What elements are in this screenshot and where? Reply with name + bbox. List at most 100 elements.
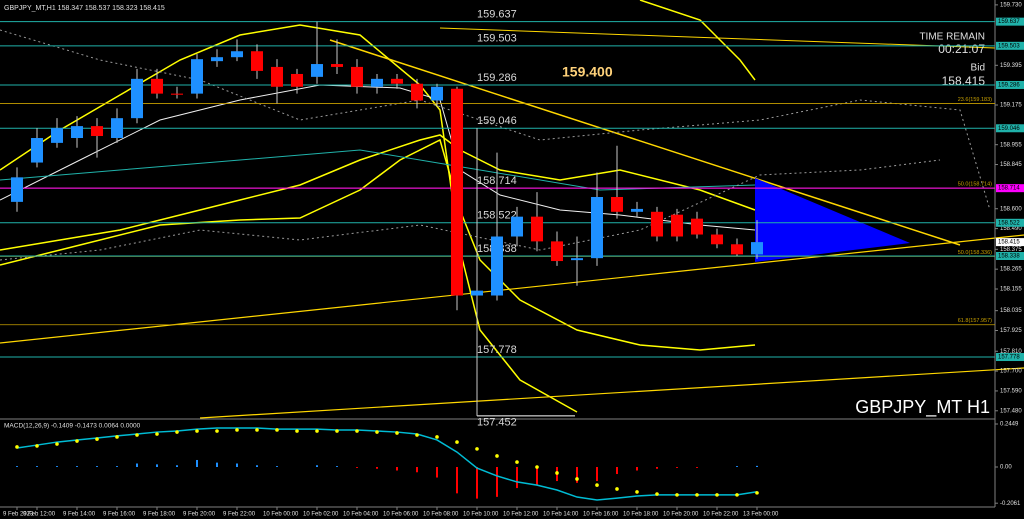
candle-body	[651, 211, 663, 237]
fib-label: 23.6(159.183)	[958, 97, 992, 103]
fib-label: 50.0(158.714)	[958, 182, 992, 188]
signal-dot	[75, 439, 79, 443]
x-tick-label: 10 Feb 22:00	[703, 512, 739, 518]
macd-title: MACD(12,26,9) -0.1409 -0.1473 0.0064 0.0…	[4, 423, 141, 430]
macd-bar	[736, 466, 738, 468]
macd-bar	[636, 467, 638, 471]
macd-bar	[36, 466, 38, 468]
x-tick-label: 10 Feb 06:00	[383, 512, 419, 518]
macd-bar	[96, 466, 98, 468]
macd-bar	[136, 463, 138, 468]
macd-bar	[696, 467, 698, 468]
candle-body	[51, 128, 63, 143]
level-box-label: 159.637	[998, 19, 1020, 25]
signal-dot	[455, 440, 459, 444]
chart-title: GBPJPY_MT,H1 158.347 158.537 158.323 158…	[4, 5, 165, 12]
macd-bar	[396, 467, 398, 471]
candle-body	[171, 93, 183, 95]
signal-dot	[495, 454, 499, 458]
x-tick-label: 9 Feb 22:00	[223, 512, 256, 518]
macd-bar	[156, 464, 158, 468]
macd-bar	[376, 467, 378, 469]
signal-dot	[175, 430, 179, 434]
y-tick-label: 0.2449	[1000, 422, 1019, 428]
candle-body	[471, 290, 483, 296]
candle-body	[391, 78, 403, 84]
band-line	[0, 134, 756, 251]
level-box	[996, 218, 1024, 227]
signal-dot	[275, 428, 279, 432]
signal-dot	[195, 429, 199, 433]
signal-dot	[595, 483, 599, 487]
watermark: GBPJPY_MT H1	[855, 397, 990, 418]
macd-bar	[616, 467, 618, 475]
signal-dot	[55, 442, 59, 446]
signal-dot	[615, 487, 619, 491]
y-tick-label: 157.480	[1000, 408, 1022, 414]
level-label: 157.778	[477, 344, 517, 356]
candle-body	[71, 126, 83, 139]
x-tick-label: 10 Feb 18:00	[623, 512, 659, 518]
bid-box	[996, 238, 1024, 247]
y-tick-label: 158.490	[1000, 226, 1022, 232]
level-box	[996, 41, 1024, 50]
x-tick-label: 10 Feb 14:00	[543, 512, 579, 518]
level-label: 159.286	[477, 72, 517, 84]
y-tick-label: 159.395	[1000, 63, 1022, 69]
signal-dot	[115, 435, 119, 439]
macd-bar	[176, 465, 178, 468]
level-box	[996, 17, 1024, 26]
level-box	[996, 124, 1024, 133]
x-tick-label: 9 Feb 12:00	[23, 512, 56, 518]
candle-body	[551, 241, 563, 262]
candle-body	[671, 214, 683, 237]
level-label: 159.046	[477, 115, 517, 127]
y-tick-label: 158.600	[1000, 206, 1022, 212]
candle-body	[451, 88, 463, 296]
signal-dot	[515, 460, 519, 464]
y-tick-label: 158.035	[1000, 308, 1022, 314]
macd-bar	[216, 462, 218, 468]
y-tick-label: 158.155	[1000, 287, 1022, 293]
band-line	[0, 24, 578, 413]
macd-bar	[496, 467, 498, 497]
signal-dot	[575, 477, 579, 481]
candle-body	[611, 197, 623, 212]
x-tick-label: 13 Feb 00:00	[743, 512, 779, 518]
x-tick-label: 9 Feb 20:00	[183, 512, 216, 518]
signal-dot	[315, 429, 319, 433]
y-tick-label: 158.955	[1000, 142, 1022, 148]
x-tick-label: 9 Feb 14:00	[63, 512, 96, 518]
candle-body	[271, 66, 283, 87]
band-line	[0, 138, 756, 351]
signal-dot	[295, 429, 299, 433]
time-remain-label: TIME REMAIN	[919, 32, 985, 43]
signal-dot	[415, 433, 419, 437]
signal-dot	[375, 430, 379, 434]
signal-dot	[95, 437, 99, 441]
macd-bar	[256, 465, 258, 468]
candle-body	[711, 234, 723, 245]
candle-body	[631, 208, 643, 212]
candle-body	[351, 66, 363, 87]
macd-bar	[596, 467, 598, 482]
candle-body	[571, 258, 583, 261]
macd-bar	[756, 465, 758, 468]
ma-line	[0, 149, 756, 191]
macd-bar	[416, 467, 418, 473]
signal-dot	[15, 445, 19, 449]
macd-bar	[76, 466, 78, 468]
candle-body	[591, 197, 603, 259]
candle-body	[311, 64, 323, 77]
signal-dot	[755, 491, 759, 495]
level-box-label: 159.286	[998, 83, 1020, 89]
candle-body	[191, 59, 203, 94]
candle-body	[11, 177, 23, 202]
level-box	[996, 80, 1024, 89]
signal-dot	[675, 493, 679, 497]
signal-dot	[475, 447, 479, 451]
y-tick-label: 158.845	[1000, 162, 1022, 168]
macd-bar	[676, 467, 678, 468]
